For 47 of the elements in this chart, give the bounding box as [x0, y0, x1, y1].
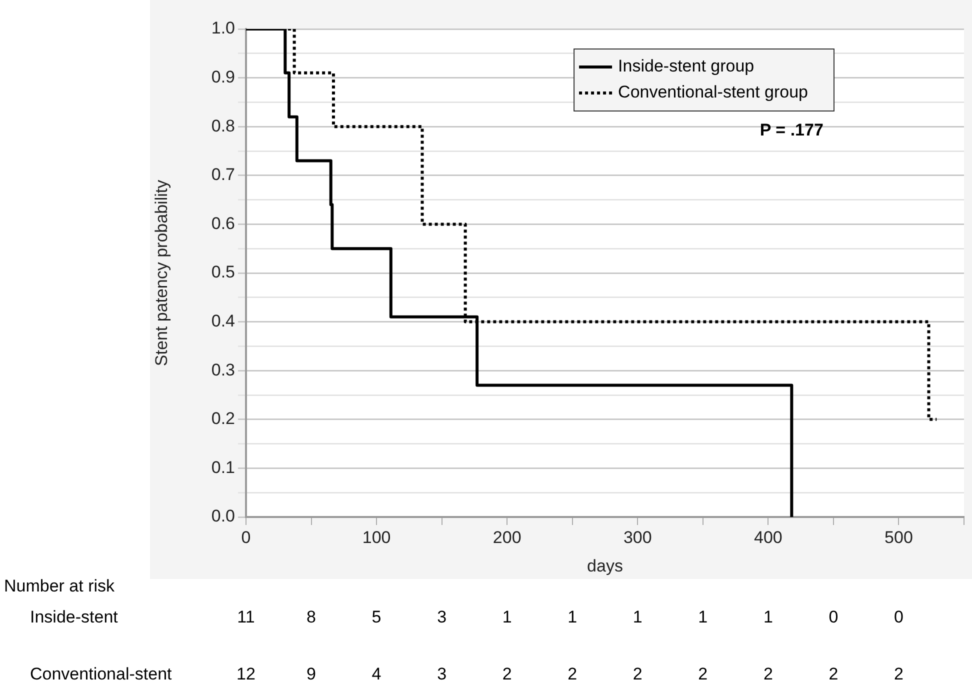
- y-tick-label: 0.7: [211, 165, 235, 184]
- y-tick-label: 0.4: [211, 311, 235, 330]
- y-tick-label: 0.1: [211, 458, 235, 477]
- text: 9: [306, 664, 316, 684]
- y-tick-label: 0.5: [211, 262, 235, 282]
- legend-label: Inside-stent group: [618, 56, 754, 76]
- y-tick-label: 0.6: [211, 214, 235, 233]
- legend-label: Conventional-stent group: [618, 82, 808, 102]
- text: 3: [437, 608, 447, 627]
- text: 0: [828, 608, 838, 627]
- y-tick-label: 0.0: [211, 506, 235, 526]
- x-tick-label: 0: [241, 528, 251, 547]
- annotation: P = .177: [760, 120, 824, 140]
- x-tick-label: 100: [362, 528, 391, 547]
- x-tick-label: 400: [754, 528, 782, 547]
- x-tick-label: 300: [623, 528, 652, 547]
- x-tick-label: 500: [884, 528, 913, 547]
- text: 1: [698, 608, 708, 627]
- text: 2: [568, 664, 578, 684]
- y-tick-label: 0.9: [211, 67, 235, 86]
- text: 3: [437, 664, 447, 684]
- text: 11: [237, 608, 255, 627]
- text: Number at risk: [4, 576, 116, 596]
- text: 2: [828, 664, 838, 684]
- text: Inside-stent: [30, 608, 118, 627]
- text: 0: [894, 608, 904, 627]
- text: 2: [894, 664, 904, 684]
- text: 1: [502, 608, 512, 627]
- text: 1: [632, 608, 642, 627]
- text: 2: [698, 664, 708, 684]
- y-tick-label: 0.2: [211, 409, 235, 428]
- y-tick-label: 0.8: [211, 116, 235, 136]
- text: 5: [372, 608, 382, 627]
- text: 2: [763, 664, 773, 684]
- text: 2: [632, 664, 642, 684]
- x-axis-title: days: [587, 556, 623, 576]
- x-tick-label: 200: [492, 528, 522, 547]
- y-tick-label: 0.3: [211, 360, 235, 380]
- text: 12: [236, 664, 256, 684]
- y-axis-title: Stent patency probability: [152, 179, 171, 366]
- text: 2: [502, 664, 512, 684]
- text: Conventional-stent: [30, 664, 172, 684]
- text: 1: [763, 608, 773, 627]
- text: 1: [568, 608, 578, 627]
- text: 4: [372, 664, 382, 684]
- text: 8: [306, 608, 316, 627]
- y-tick-label: 1.0: [211, 18, 235, 38]
